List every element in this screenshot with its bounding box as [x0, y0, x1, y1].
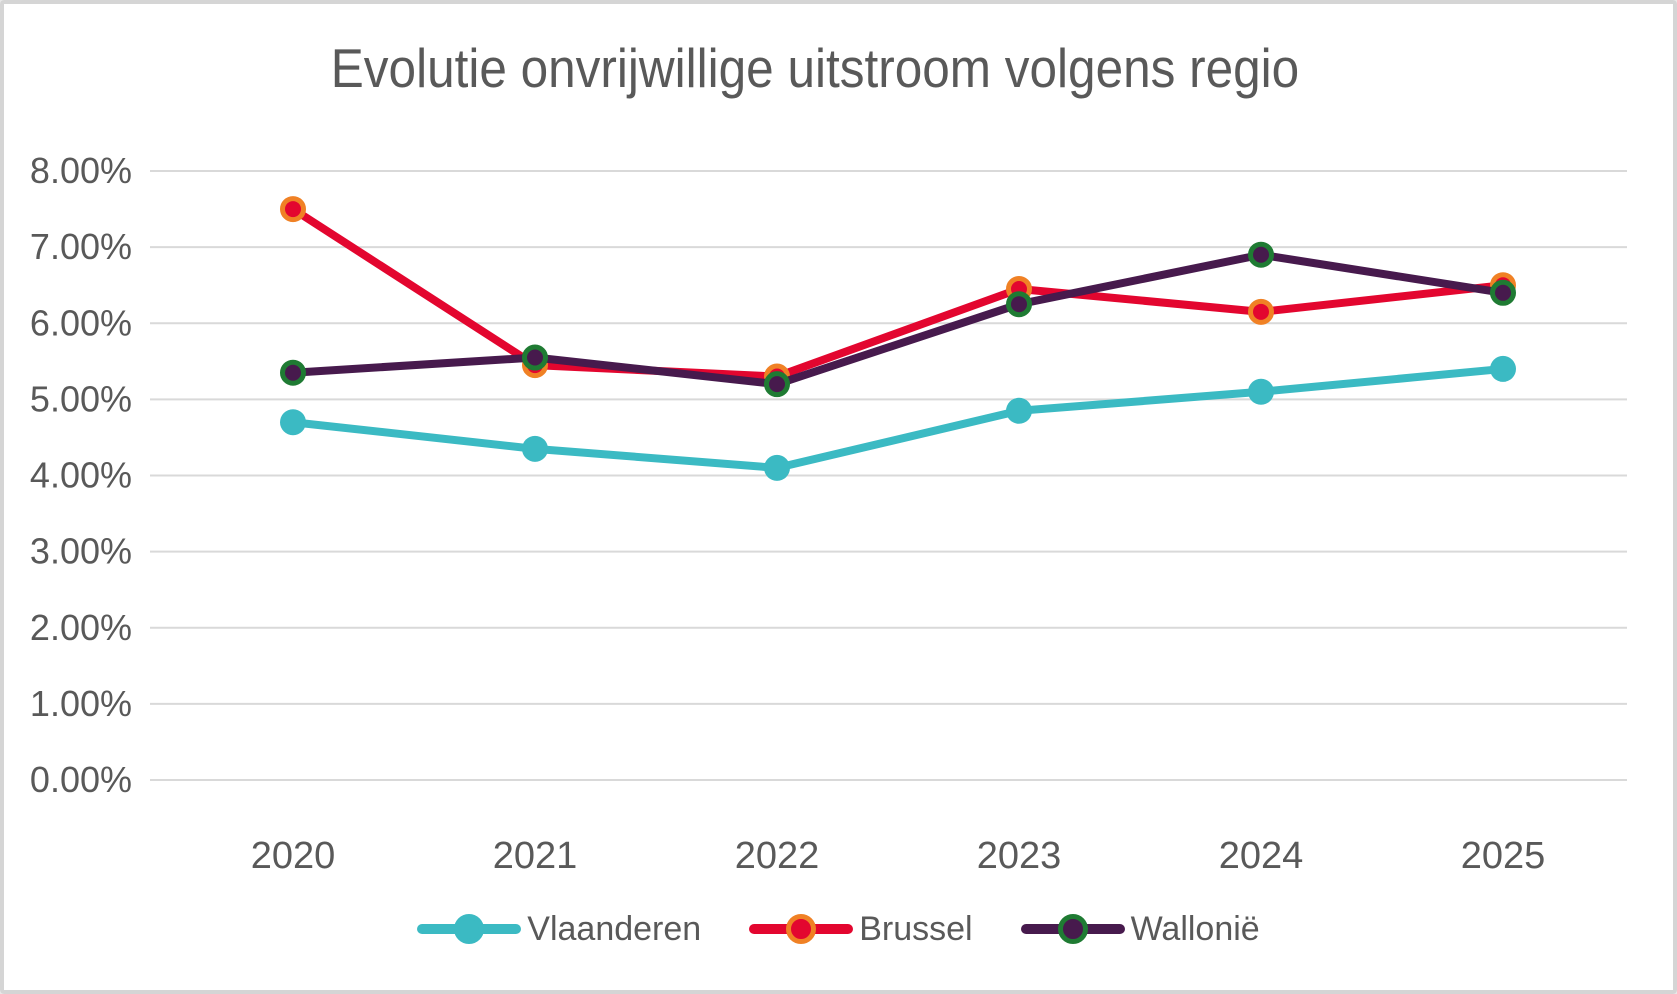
y-axis-tick-label: 6.00%: [30, 302, 132, 343]
legend-marker-wallonie-icon: [1020, 914, 1125, 944]
data-point-vlaanderen-2022: [764, 454, 790, 481]
data-point-brussel-2024: [1248, 298, 1274, 325]
legend-label-wallonie: Wallonië: [1130, 910, 1260, 948]
y-axis-tick-label: 5.00%: [30, 378, 132, 419]
legend-item-brussel: Brussel: [749, 910, 973, 948]
data-point-walloni-2025: [1490, 279, 1516, 306]
x-axis-tick-label: 2023: [977, 835, 1062, 877]
data-point-brussel-2020: [280, 196, 306, 223]
y-axis-tick-label: 1.00%: [30, 683, 132, 724]
data-point-vlaanderen-2023: [1006, 397, 1032, 424]
chart-title: Evolutie onvrijwillige uitstroom volgens…: [330, 37, 1300, 99]
y-axis-tick-label: 2.00%: [30, 607, 132, 648]
data-point-walloni-2023: [1006, 291, 1032, 318]
data-point-walloni-2022: [764, 371, 790, 398]
legend-marker-brussel-icon: [749, 914, 854, 944]
data-point-vlaanderen-2025: [1490, 355, 1516, 382]
y-axis-tick-label: 0.00%: [30, 759, 132, 800]
y-axis-tick-label: 8.00%: [30, 150, 132, 191]
legend-marker-vlaanderen-icon: [417, 914, 522, 944]
data-point-vlaanderen-2020: [280, 409, 306, 436]
legend: Vlaanderen Brussel Wallonië: [0, 905, 1677, 953]
data-point-vlaanderen-2021: [522, 435, 548, 462]
x-axis-tick-label: 2021: [493, 835, 578, 877]
series-line-brussel: [289, 205, 1507, 381]
y-axis-tick-label: 7.00%: [30, 226, 132, 267]
legend-item-wallonie: Wallonië: [1020, 910, 1260, 948]
data-point-walloni-2020: [280, 359, 306, 386]
x-axis-tick-label: 2022: [735, 835, 820, 877]
data-point-walloni-2021: [522, 344, 548, 371]
data-point-walloni-2024: [1248, 241, 1274, 268]
y-axis-tick-label: 4.00%: [30, 455, 132, 496]
data-point-vlaanderen-2024: [1248, 378, 1274, 405]
legend-item-vlaanderen: Vlaanderen: [417, 912, 701, 946]
x-axis-tick-label: 2024: [1219, 835, 1304, 877]
x-axis-tick-label: 2020: [251, 835, 336, 877]
legend-dot-swatch: [1057, 914, 1088, 944]
legend-label-vlaanderen: Vlaanderen: [527, 910, 702, 948]
legend-label-brussel: Brussel: [859, 910, 973, 948]
legend-dot-swatch: [454, 914, 485, 944]
y-axis-tick-label: 3.00%: [30, 531, 132, 572]
legend-dot-swatch: [786, 914, 817, 944]
series-line-walloni: [289, 250, 1507, 389]
series-line-vlaanderen: [289, 364, 1507, 472]
x-axis-tick-label: 2025: [1461, 835, 1546, 877]
